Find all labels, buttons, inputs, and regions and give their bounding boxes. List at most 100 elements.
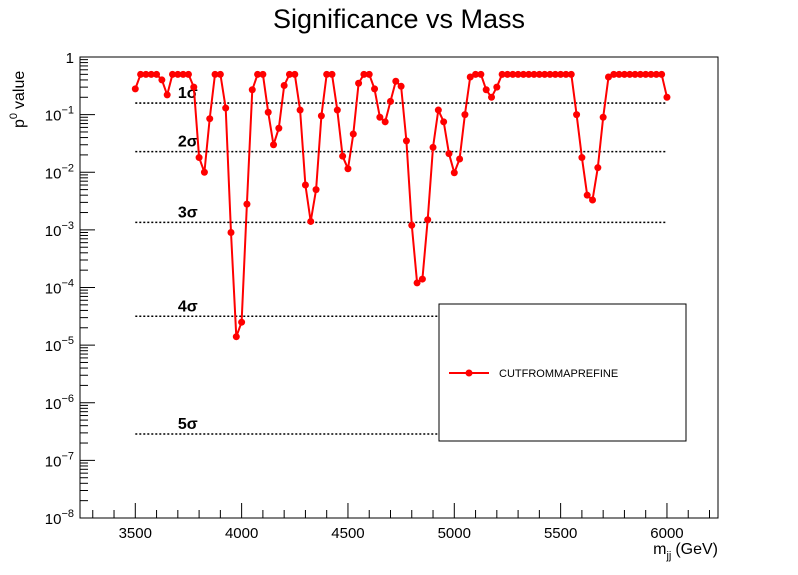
data-point: [232, 333, 240, 341]
data-point: [147, 70, 155, 78]
data-point: [488, 93, 496, 101]
y-axis-title: p0 value: [8, 71, 28, 128]
data-point: [493, 83, 501, 91]
data-point: [238, 318, 246, 326]
data-point: [551, 70, 559, 78]
data-point: [482, 86, 490, 94]
data-point: [557, 70, 565, 78]
data-point: [429, 143, 437, 151]
y-tick-label: 10−8: [45, 508, 74, 528]
x-tick-label: 5500: [544, 525, 577, 542]
chart-title: Significance vs Mass: [273, 4, 525, 34]
x-axis-title-sub: jj: [665, 550, 671, 562]
data-point: [397, 82, 405, 90]
legend-entry-label: CUTFROMMAPREFINE: [499, 368, 618, 380]
data-point: [408, 221, 416, 229]
data-point: [137, 70, 145, 78]
data-point: [456, 155, 464, 163]
data-point: [344, 165, 352, 173]
data-point: [519, 70, 527, 78]
legend-marker-sample: [465, 369, 473, 377]
data-point: [333, 106, 341, 114]
y-tick-label: 10−4: [45, 278, 74, 298]
data-series: [131, 70, 671, 341]
data-point: [402, 137, 410, 145]
data-point: [450, 169, 458, 177]
sigma-label: 3σ: [178, 204, 198, 221]
data-point: [169, 70, 177, 78]
data-point: [418, 275, 426, 283]
data-point: [365, 70, 373, 78]
y-axis-title-sup: 0: [8, 113, 20, 119]
y-axis-title-main: p: [11, 119, 28, 128]
data-point: [131, 85, 139, 93]
data-point: [498, 70, 506, 78]
data-point: [307, 217, 315, 225]
data-point: [280, 82, 288, 90]
data-point: [658, 70, 666, 78]
data-point: [477, 70, 485, 78]
data-point: [663, 93, 671, 101]
data-point: [567, 70, 575, 78]
data-point: [631, 70, 639, 78]
x-axis-title-main: m: [653, 541, 666, 558]
data-point: [392, 77, 400, 85]
data-point: [179, 70, 187, 78]
data-point: [227, 229, 235, 237]
x-tick-label: 4000: [225, 525, 258, 542]
data-point: [206, 115, 214, 123]
sigma-label: 5σ: [178, 416, 198, 433]
data-point: [620, 70, 628, 78]
data-point: [440, 118, 448, 126]
data-point: [174, 70, 182, 78]
data-point: [594, 164, 602, 172]
data-point: [413, 279, 421, 287]
data-point: [604, 73, 612, 81]
sigma-label: 2σ: [178, 134, 198, 151]
data-point: [371, 85, 379, 93]
data-point: [466, 73, 474, 81]
data-point: [142, 70, 150, 78]
data-point: [461, 111, 469, 119]
data-point: [541, 70, 549, 78]
data-point: [615, 70, 623, 78]
y-tick-label: 10−6: [45, 393, 74, 413]
data-point: [184, 70, 192, 78]
data-point: [578, 154, 586, 162]
legend: CUTFROMMAPREFINE: [438, 303, 687, 442]
data-point: [317, 112, 325, 120]
data-point: [349, 130, 357, 138]
data-point: [312, 186, 320, 194]
data-point: [339, 152, 347, 160]
y-tick-label: 10−5: [45, 335, 74, 355]
y-axis-title-rest: value: [11, 71, 28, 109]
data-point: [509, 70, 517, 78]
data-point: [642, 70, 650, 78]
y-axis: 1 10−1 10−2 10−3 10−4 10−5 10−6 10−7 10−8: [45, 50, 95, 528]
data-point: [647, 70, 655, 78]
x-axis-title: mjj (GeV): [653, 541, 718, 562]
data-point: [200, 168, 208, 176]
data-point: [530, 70, 538, 78]
data-point: [254, 70, 262, 78]
data-point: [301, 181, 309, 189]
data-point: [376, 113, 384, 121]
data-point: [153, 70, 161, 78]
data-point: [546, 70, 554, 78]
data-point: [503, 70, 511, 78]
y-tick-label: 10−1: [45, 105, 74, 125]
data-point: [291, 70, 299, 78]
data-point: [275, 124, 283, 132]
x-axis-title-unit: (GeV): [675, 541, 718, 558]
data-point: [216, 70, 224, 78]
data-point: [562, 70, 570, 78]
data-point: [525, 70, 533, 78]
data-point: [472, 70, 480, 78]
data-point: [270, 141, 278, 149]
data-point: [264, 108, 272, 116]
data-point: [589, 196, 597, 204]
data-point: [599, 113, 607, 121]
data-point: [535, 70, 543, 78]
x-axis: 3500 4000 4500 5000 5500 6000: [92, 503, 710, 542]
